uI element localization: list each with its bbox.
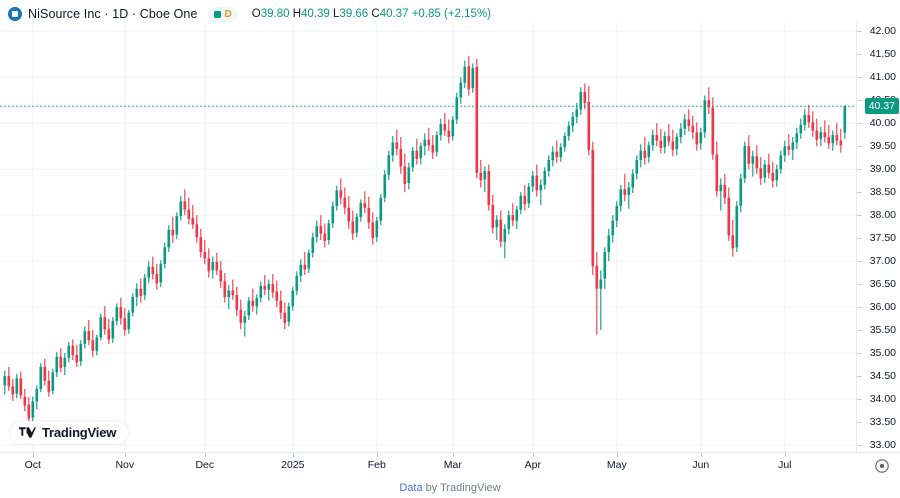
close-value: 40.37 bbox=[379, 8, 409, 20]
candlestick-plot-area[interactable] bbox=[0, 22, 856, 452]
price-tick-mark bbox=[857, 192, 862, 194]
current-price-label[interactable]: 40.37 bbox=[864, 98, 899, 115]
crosshair-settings-icon[interactable] bbox=[874, 458, 890, 474]
low-key: L bbox=[333, 8, 340, 20]
price-tick-label: 39.00 bbox=[869, 163, 896, 176]
symbol-title[interactable]: NiSource Inc · 1D · Cboe One bbox=[28, 7, 198, 21]
price-tick-label: 33.50 bbox=[869, 416, 896, 429]
time-tick-label: 2025 bbox=[281, 459, 305, 471]
watermark-text: TradingView bbox=[42, 425, 117, 440]
high-key: H bbox=[292, 8, 302, 20]
price-tick-label: 35.00 bbox=[869, 347, 896, 360]
nisource-logo-icon bbox=[8, 7, 22, 21]
time-tick-mark bbox=[292, 453, 294, 457]
price-tick-label: 37.50 bbox=[869, 232, 896, 245]
price-tick-label: 33.00 bbox=[869, 439, 896, 452]
price-tick-mark bbox=[857, 445, 862, 447]
footer-suffix: by TradingView bbox=[425, 482, 501, 494]
time-tick-label: Dec bbox=[195, 459, 215, 471]
price-tick-label: 34.00 bbox=[869, 393, 896, 406]
open-value: 39.80 bbox=[260, 8, 290, 20]
price-tick-mark bbox=[857, 353, 862, 355]
time-tick-label: Apr bbox=[524, 459, 541, 471]
time-tick-label: Oct bbox=[24, 459, 41, 471]
price-tick-label: 35.50 bbox=[869, 324, 896, 337]
tradingview-watermark: TradingView bbox=[10, 421, 129, 444]
time-tick-mark bbox=[32, 453, 34, 457]
price-tick-mark bbox=[857, 169, 862, 171]
price-tick-label: 39.50 bbox=[869, 140, 896, 153]
time-tick-mark bbox=[784, 453, 786, 457]
open-key: O bbox=[251, 8, 261, 20]
price-tick-label: 42.00 bbox=[869, 25, 896, 38]
attribution-footer: Data by TradingView bbox=[0, 478, 900, 498]
time-tick-label: Feb bbox=[367, 459, 386, 471]
price-tick-mark bbox=[857, 376, 862, 378]
price-tick-label: 38.50 bbox=[869, 186, 896, 199]
price-scale[interactable]: 42.0041.5041.0040.5040.0039.5039.0038.50… bbox=[856, 22, 900, 452]
price-tick-label: 40.00 bbox=[869, 117, 896, 130]
time-tick-label: Mar bbox=[443, 459, 462, 471]
price-tick-mark bbox=[857, 100, 862, 102]
price-tick-mark bbox=[857, 284, 862, 286]
price-tick-mark bbox=[857, 146, 862, 148]
low-value: 39.66 bbox=[339, 8, 369, 20]
time-tick-mark bbox=[124, 453, 126, 457]
price-tick-label: 38.00 bbox=[869, 209, 896, 222]
time-tick-label: Jul bbox=[778, 459, 792, 471]
time-tick-label: May bbox=[606, 459, 627, 471]
price-tick-mark bbox=[857, 261, 862, 263]
price-tick-label: 34.50 bbox=[869, 370, 896, 383]
time-tick-mark bbox=[700, 453, 702, 457]
time-scale[interactable]: Oct Nov Dec 2025 Feb Mar Apr May Jun Jul bbox=[0, 452, 900, 478]
price-tick-mark bbox=[857, 123, 862, 125]
price-tick-mark bbox=[857, 238, 862, 240]
high-value: 40.39 bbox=[301, 8, 330, 20]
price-tick-mark bbox=[857, 399, 862, 401]
interval-label: D bbox=[224, 8, 232, 20]
price-tick-mark bbox=[857, 422, 862, 424]
time-tick-label: Nov bbox=[115, 459, 135, 471]
time-tick-mark bbox=[616, 453, 618, 457]
price-change: +0.85 bbox=[411, 8, 441, 20]
interval-badge[interactable]: D bbox=[207, 6, 238, 22]
price-tick-label: 36.50 bbox=[869, 278, 896, 291]
time-tick-label: Jun bbox=[692, 459, 710, 471]
chart-legend: NiSource Inc · 1D · Cboe One D O39.80 H4… bbox=[8, 5, 491, 23]
market-status-dot bbox=[213, 10, 221, 18]
price-tick-mark bbox=[857, 330, 862, 332]
price-tick-mark bbox=[857, 54, 862, 56]
time-tick-mark bbox=[532, 453, 534, 457]
time-tick-mark bbox=[452, 453, 454, 457]
price-tick-label: 41.00 bbox=[869, 71, 896, 84]
price-change-percent: (+2.15%) bbox=[444, 8, 491, 20]
time-tick-mark bbox=[376, 453, 378, 457]
ohlc-values: O39.80 H40.39 L39.66 C40.37 +0.85 (+2.15… bbox=[252, 8, 491, 20]
time-tick-mark bbox=[204, 453, 206, 457]
data-link[interactable]: Data bbox=[399, 482, 423, 494]
price-tick-mark bbox=[857, 307, 862, 309]
price-tick-mark bbox=[857, 31, 862, 33]
price-tick-mark bbox=[857, 77, 862, 79]
price-tick-label: 37.00 bbox=[869, 255, 896, 268]
close-key: C bbox=[371, 8, 380, 20]
price-tick-mark bbox=[857, 215, 862, 217]
price-tick-label: 36.00 bbox=[869, 301, 896, 314]
price-tick-label: 41.50 bbox=[869, 48, 896, 61]
tradingview-logo-icon bbox=[19, 427, 36, 438]
